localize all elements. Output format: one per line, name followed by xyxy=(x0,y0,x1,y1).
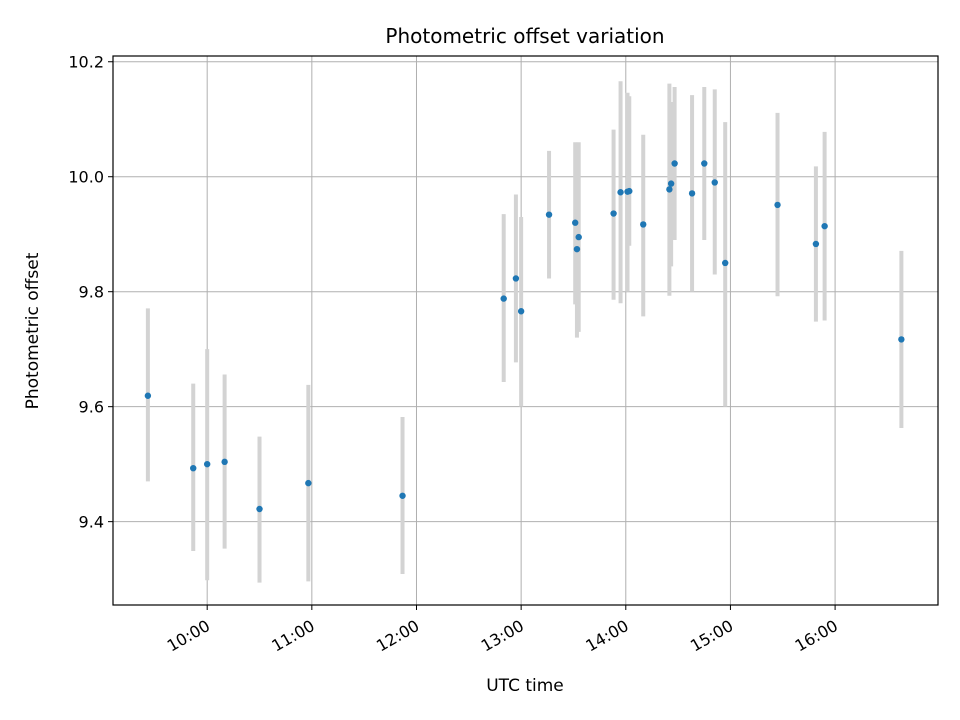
data-point xyxy=(256,505,263,513)
data-point xyxy=(572,219,579,226)
data-point xyxy=(573,245,581,253)
data-point xyxy=(812,240,820,248)
data-point xyxy=(688,190,696,197)
y-tick-label: 10.0 xyxy=(68,168,104,187)
data-point xyxy=(821,222,828,230)
points xyxy=(144,160,905,513)
x-axis-label: UTC time xyxy=(486,676,564,696)
y-tick-label: 10.2 xyxy=(68,53,104,72)
data-point xyxy=(666,186,673,193)
plot-frame xyxy=(112,55,939,606)
data-point xyxy=(701,160,708,167)
data-point xyxy=(640,221,647,228)
data-point xyxy=(203,460,211,468)
data-point xyxy=(626,187,633,195)
data-point xyxy=(517,308,525,315)
data-point xyxy=(500,295,507,302)
data-point xyxy=(667,180,675,187)
data-point xyxy=(399,492,406,499)
y-tick-labels: 9.4 9.6 9.8 10.0 10.2 xyxy=(68,53,104,532)
y-axis-label: Photometric offset xyxy=(23,252,43,409)
data-point xyxy=(898,336,905,343)
chart-title: Photometric offset variation xyxy=(385,24,664,48)
y-tick-label: 9.8 xyxy=(79,283,104,302)
data-point xyxy=(711,179,718,186)
ticks xyxy=(108,61,836,610)
data-point xyxy=(545,211,553,218)
data-point xyxy=(512,275,520,282)
data-point xyxy=(617,189,624,196)
data-point xyxy=(774,201,781,209)
data-point xyxy=(221,458,228,466)
y-tick-label: 9.6 xyxy=(79,398,104,417)
data-point xyxy=(575,233,582,241)
data-point xyxy=(722,259,729,267)
data-point xyxy=(610,210,617,217)
data-point xyxy=(305,479,312,487)
y-tick-label: 9.4 xyxy=(79,513,104,532)
grid xyxy=(113,56,938,605)
data-point xyxy=(190,464,197,472)
data-point xyxy=(144,392,152,399)
data-point xyxy=(671,160,678,167)
